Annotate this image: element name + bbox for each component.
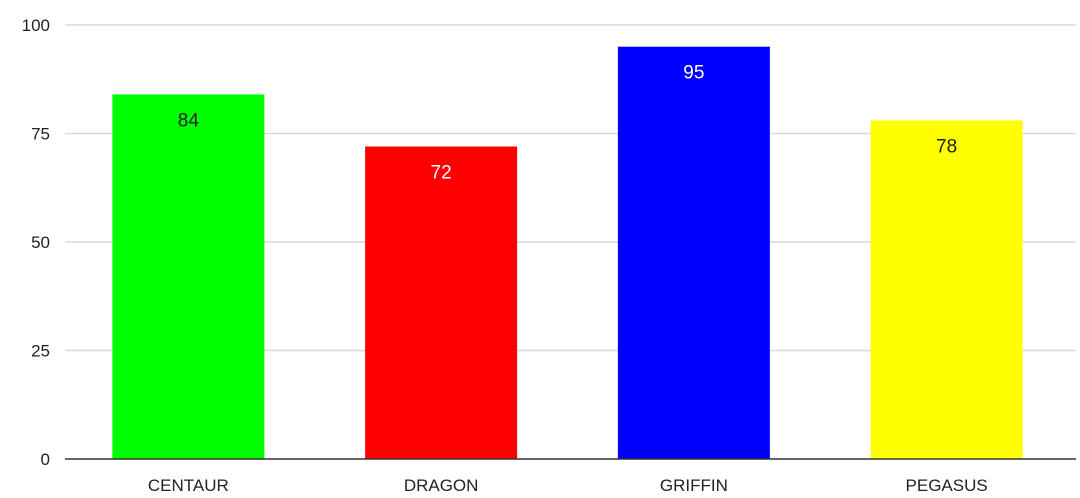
data-label-pegasus: 78: [936, 136, 957, 157]
x-tick-label: PEGASUS: [906, 476, 988, 495]
x-axis-ticks: CENTAUR DRAGON GRIFFIN PEGASUS: [148, 476, 988, 495]
bars: [112, 46, 1023, 459]
bar-pegasus: [870, 120, 1023, 459]
y-tick-label: 100: [22, 16, 50, 35]
y-tick-label: 50: [31, 233, 50, 252]
y-axis-ticks: 0 25 50 75 100: [22, 16, 50, 469]
y-tick-label: 75: [31, 125, 50, 144]
data-labels: 84 72 95 78: [178, 63, 957, 184]
bar-dragon: [365, 146, 518, 459]
y-tick-label: 0: [41, 450, 50, 469]
bar-centaur: [112, 94, 265, 459]
data-label-dragon: 72: [431, 163, 452, 184]
x-tick-label: DRAGON: [404, 476, 479, 495]
bar-griffin: [617, 46, 770, 459]
x-tick-label: CENTAUR: [148, 476, 229, 495]
data-label-centaur: 84: [178, 110, 200, 131]
data-label-griffin: 95: [683, 63, 704, 84]
x-tick-label: GRIFFIN: [660, 476, 728, 495]
y-tick-label: 25: [31, 342, 50, 361]
